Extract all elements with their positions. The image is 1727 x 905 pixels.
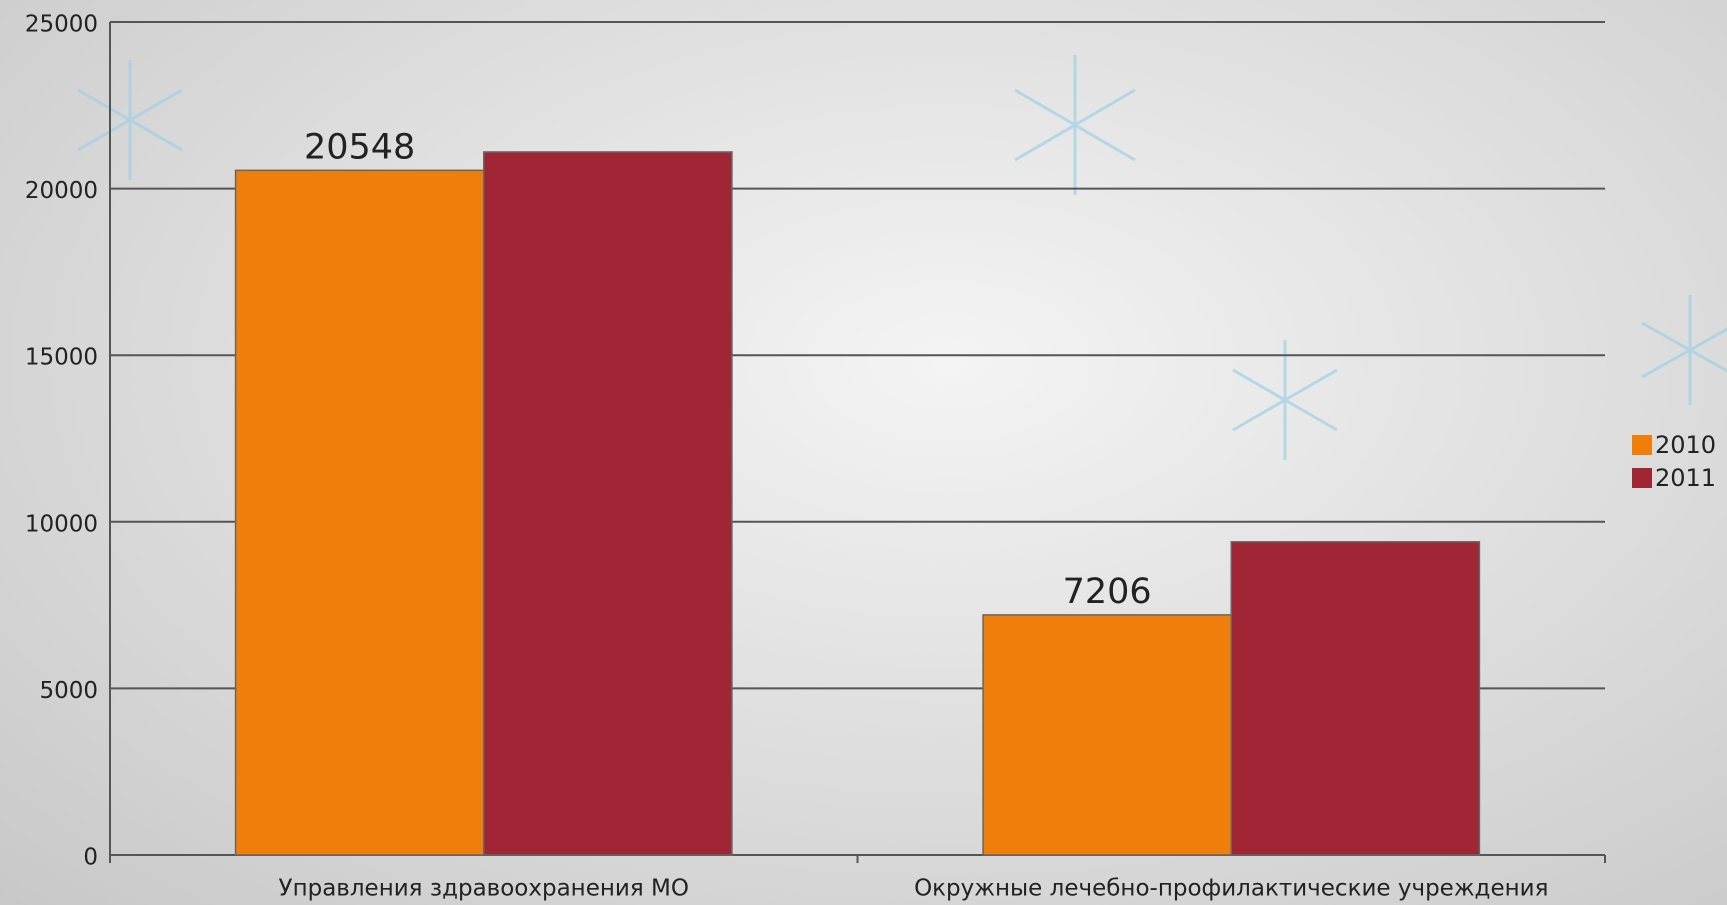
snowflake	[1641, 295, 1727, 405]
bar	[982, 614, 1233, 856]
value-label: 7206	[1063, 572, 1152, 612]
legend-swatch	[1632, 468, 1652, 488]
bar	[234, 169, 485, 856]
snowflake	[1014, 55, 1136, 195]
decoration	[77, 55, 1727, 460]
bar	[483, 151, 733, 856]
y-tick-label: 10000	[25, 511, 98, 537]
y-tick-label: 15000	[25, 345, 98, 371]
y-tick-label: 20000	[25, 178, 98, 204]
legend-swatch	[1632, 435, 1652, 455]
y-tick-label: 5000	[39, 678, 98, 704]
legend-label: 2010	[1655, 431, 1716, 459]
value-label: 20548	[304, 127, 415, 167]
snowflake	[1232, 340, 1338, 460]
x-tick-label: Окружные лечебно-профилактические учрежд…	[914, 876, 1548, 902]
bar	[1230, 541, 1481, 856]
y-tick-label: 0	[83, 845, 98, 871]
y-tick-label: 25000	[25, 12, 98, 38]
legend-label: 2011	[1655, 464, 1716, 492]
snowflake	[77, 60, 183, 180]
x-tick-label: Управления здравоохранения МО	[279, 876, 689, 902]
